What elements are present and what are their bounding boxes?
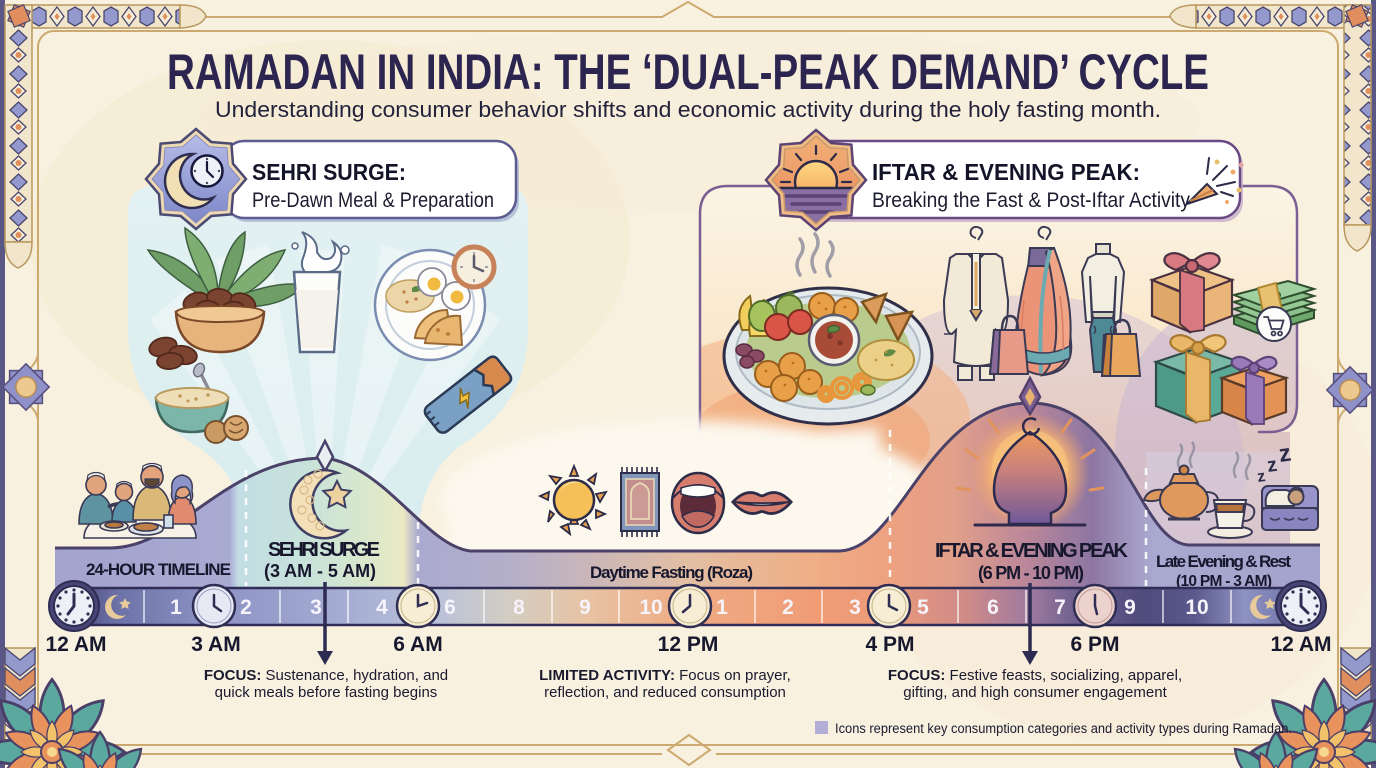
svg-text:10: 10 — [1185, 596, 1208, 619]
svg-text:1: 1 — [716, 596, 728, 619]
svg-text:8: 8 — [513, 596, 525, 619]
svg-text:1: 1 — [170, 596, 182, 619]
svg-text:(10 PM - 3 AM): (10 PM - 3 AM) — [1176, 573, 1272, 590]
svg-text:z: z — [1256, 468, 1266, 486]
svg-text:4 PM: 4 PM — [865, 633, 914, 656]
svg-text:2: 2 — [782, 596, 794, 619]
svg-text:12 PM: 12 PM — [658, 633, 719, 656]
svg-text:7: 7 — [1054, 596, 1066, 619]
svg-text:9: 9 — [1124, 596, 1136, 619]
svg-text:4: 4 — [376, 596, 388, 619]
svg-text:Pre-Dawn Meal & Preparation: Pre-Dawn Meal & Preparation — [252, 189, 494, 212]
svg-text:Daytime Fasting (Roza): Daytime Fasting (Roza) — [590, 563, 753, 582]
svg-text:Breaking the Fast & Post-Iftar: Breaking the Fast & Post-Iftar Activity — [872, 189, 1190, 212]
svg-text:Late Evening & Rest: Late Evening & Rest — [1156, 552, 1291, 571]
svg-text:2: 2 — [240, 596, 252, 619]
svg-text:SEHRI SURGE: SEHRI SURGE — [268, 539, 380, 561]
svg-text:IFTAR & EVENING PEAK: IFTAR & EVENING PEAK — [935, 540, 1129, 562]
svg-text:Understanding consumer behavio: Understanding consumer behavior shifts a… — [215, 97, 1161, 122]
svg-text:3: 3 — [310, 596, 322, 619]
svg-text:LIMITED ACTIVITY: Focus on pra: LIMITED ACTIVITY: Focus on prayer, — [539, 667, 791, 684]
svg-text:(3 AM - 5 AM): (3 AM - 5 AM) — [264, 561, 376, 581]
svg-text:RAMADAN IN INDIA: THE ‘DUAL-PE: RAMADAN IN INDIA: THE ‘DUAL-PEAK DEMAND’… — [167, 44, 1209, 100]
svg-text:12 AM: 12 AM — [45, 633, 106, 656]
svg-text:quick meals before fasting beg: quick meals before fasting begins — [215, 684, 438, 701]
svg-text:SEHRI SURGE:: SEHRI SURGE: — [252, 159, 406, 185]
svg-text:10: 10 — [639, 596, 662, 619]
svg-text:z: z — [1266, 454, 1279, 477]
svg-text:6: 6 — [444, 596, 456, 619]
svg-text:reflection, and reduced consum: reflection, and reduced consumption — [544, 684, 786, 701]
svg-text:Icons represent key consumptio: Icons represent key consumption categori… — [835, 721, 1292, 736]
svg-text:3 AM: 3 AM — [191, 633, 240, 656]
svg-text:24-HOUR TIMELINE: 24-HOUR TIMELINE — [86, 560, 231, 579]
svg-text:FOCUS: Sustenance, hydration,: FOCUS: Sustenance, hydration, and — [204, 667, 448, 684]
svg-text:3: 3 — [849, 596, 861, 619]
svg-text:5: 5 — [917, 596, 929, 619]
svg-text:IFTAR & EVENING PEAK:: IFTAR & EVENING PEAK: — [872, 159, 1140, 185]
svg-text:FOCUS: Festive feasts, sociali: FOCUS: Festive feasts, socializing, appa… — [888, 667, 1182, 684]
svg-text:9: 9 — [579, 596, 591, 619]
svg-text:z: z — [1277, 440, 1293, 468]
svg-text:(6 PM - 10 PM): (6 PM - 10 PM) — [978, 563, 1084, 583]
svg-text:6: 6 — [987, 596, 999, 619]
svg-text:12 AM: 12 AM — [1270, 633, 1331, 656]
svg-text:6 AM: 6 AM — [393, 633, 442, 656]
svg-text:gifting, and high consumer eng: gifting, and high consumer engagement — [903, 684, 1167, 701]
svg-text:6 PM: 6 PM — [1070, 633, 1119, 656]
